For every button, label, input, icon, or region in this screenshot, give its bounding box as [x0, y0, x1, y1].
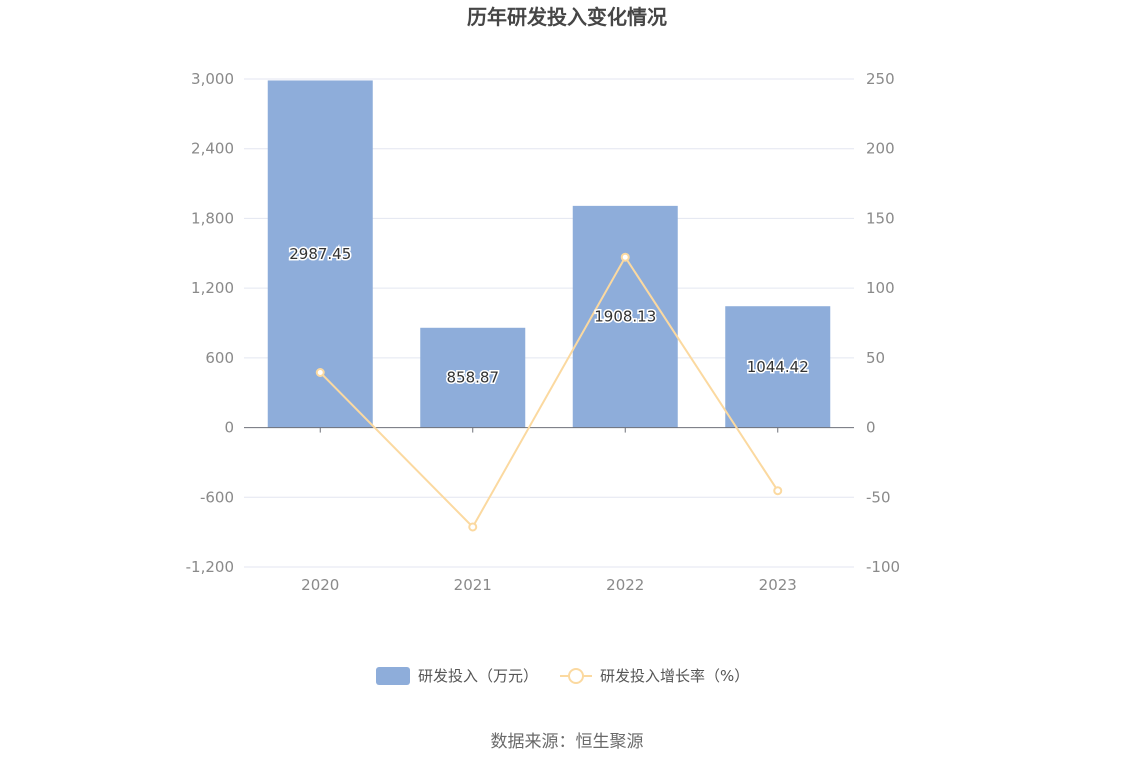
x-axis	[244, 427, 854, 433]
x-tick-label: 2020	[301, 576, 339, 594]
left-y-tick-label: -1,200	[186, 558, 234, 576]
growth-point	[468, 522, 478, 532]
left-y-tick-label: 0	[224, 419, 234, 437]
left-y-tick-label: 1,200	[191, 279, 234, 297]
legend: 研发投入（万元） 研发投入增长率（%）	[376, 667, 749, 685]
x-axis-ticks: 2020 2021 2022 2023	[301, 576, 797, 594]
growth-point	[773, 486, 783, 496]
right-y-tick-label: 100	[866, 279, 895, 297]
right-y-axis: 250 200 150 100 50 0 -50 -100	[866, 70, 900, 576]
right-y-tick-label: 150	[866, 209, 895, 227]
left-y-axis: 3,000 2,400 1,800 1,200 600 0 -600 -1,200	[186, 70, 234, 576]
bar	[420, 327, 526, 428]
right-y-tick-label: 200	[866, 140, 895, 158]
legend-line-marker	[568, 668, 584, 684]
left-y-tick-label: 1,800	[191, 209, 234, 227]
x-tick-label: 2021	[454, 576, 492, 594]
left-y-tick-label: 3,000	[191, 70, 234, 88]
right-y-tick-label: 50	[866, 349, 885, 367]
growth-line	[319, 255, 779, 529]
bar-value-label: 1044.42	[747, 358, 809, 376]
bar-value-label: 858.87	[447, 369, 500, 387]
right-y-tick-label: 250	[866, 70, 895, 88]
chart-title: 历年研发投入变化情况	[467, 5, 667, 29]
growth-point	[620, 252, 630, 262]
legend-line-label: 研发投入增长率（%）	[600, 667, 749, 685]
bar-labels: 2987.45 858.87 1908.13 1044.42	[288, 244, 811, 389]
bar	[725, 306, 831, 428]
bar-series	[267, 80, 831, 428]
right-y-tick-label: -100	[866, 558, 900, 576]
left-y-tick-label: -600	[200, 488, 234, 506]
x-tick-label: 2022	[606, 576, 644, 594]
left-y-tick-label: 2,400	[191, 140, 234, 158]
bar-value-label: 1908.13	[594, 308, 656, 326]
right-y-tick-label: 0	[866, 419, 876, 437]
growth-point	[315, 367, 325, 377]
line-series	[315, 252, 783, 532]
legend-bar-label: 研发投入（万元）	[418, 667, 538, 685]
bar-value-label: 2987.45	[289, 245, 351, 263]
left-y-tick-label: 600	[205, 349, 234, 367]
source-note: 数据来源：恒生聚源	[491, 732, 644, 752]
legend-bar-swatch	[376, 667, 410, 685]
x-tick-label: 2023	[759, 576, 797, 594]
right-y-tick-label: -50	[866, 488, 891, 506]
bar	[572, 205, 678, 428]
